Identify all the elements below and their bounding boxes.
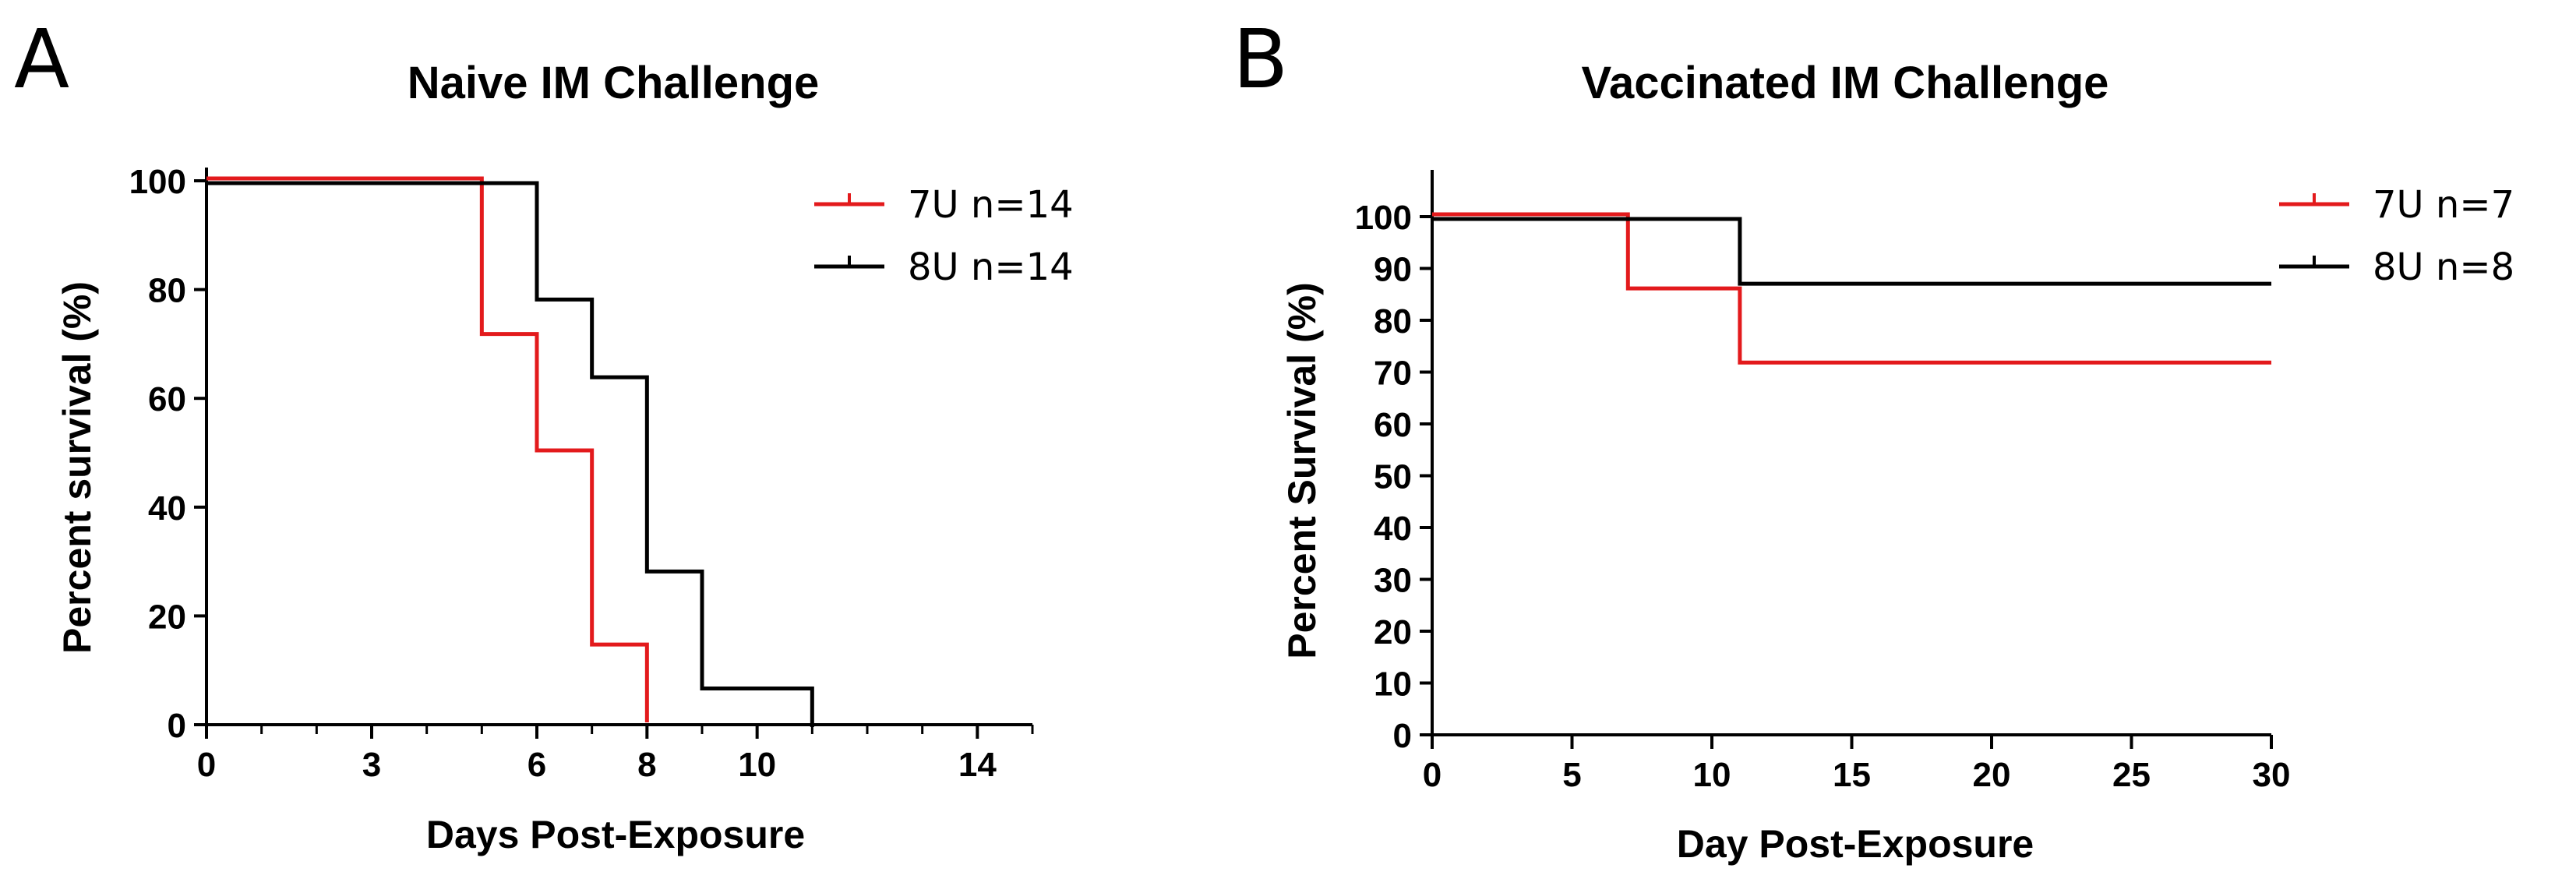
x-axis-label-b: Day Post-Exposure: [1677, 822, 2034, 866]
y-tick-label: 20: [148, 598, 186, 636]
x-tick-label: 5: [1562, 756, 1581, 794]
chart-title-b: Vaccinated IM Challenge: [1582, 58, 2109, 108]
y-tick-label: 50: [1374, 458, 1412, 496]
x-tick-label: 0: [1423, 756, 1442, 794]
y-tick-label: 60: [1374, 406, 1412, 444]
x-tick-label: 20: [1973, 756, 2011, 794]
x-tick-label: 0: [197, 746, 216, 784]
chart-title-a: Naive IM Challenge: [408, 58, 820, 108]
y-tick-label: 80: [1374, 302, 1412, 341]
panel-a: A Naive IM Challenge Percent survival (%…: [14, 12, 1074, 856]
series-line-2: [206, 181, 814, 727]
y-tick-label: 40: [1374, 510, 1412, 548]
y-tick-label: 40: [148, 489, 186, 528]
y-tick-label: 60: [148, 380, 186, 418]
y-tick-label: 10: [1374, 665, 1412, 704]
y-tick-label: 0: [168, 707, 186, 745]
panel-letter-b: B: [1233, 12, 1288, 107]
x-tick-label: 3: [362, 746, 381, 784]
y-tick-label: 30: [1374, 562, 1412, 600]
x-tick-label: 10: [738, 746, 776, 784]
y-axis-label-b: Percent Survival (%): [1280, 282, 1324, 659]
series-line-2: [1432, 217, 2271, 286]
plot-area-a: 0 20 40 60 80 100 0 3 6 8 10 14 7U n=14 8U n=14: [129, 163, 1074, 784]
legend-label: 8U n=14: [908, 245, 1074, 289]
panel-letter-a: A: [14, 12, 69, 107]
x-tick-label: 10: [1693, 756, 1731, 794]
x-tick-label: 14: [958, 746, 997, 784]
y-tick-label: 20: [1374, 613, 1412, 651]
legend-label: 8U n=8: [2373, 245, 2514, 289]
x-axis-label-a: Days Post-Exposure: [426, 813, 805, 856]
plot-area-b: 0 10 20 30 40 50 60 70 80 90 100 0 5 10 15 20 25 30 7U n=7…: [1355, 170, 2514, 794]
y-tick-label: 100: [1355, 199, 1412, 237]
panel-b: B Vaccinated IM Challenge Percent Surviv…: [1233, 12, 2514, 866]
x-tick-label: 25: [2112, 756, 2151, 794]
y-axis-label-a: Percent survival (%): [55, 281, 99, 654]
y-tick-label: 0: [1393, 717, 1412, 755]
y-tick-label: 100: [129, 163, 186, 201]
legend-label: 7U n=7: [2373, 183, 2514, 227]
y-tick-label: 90: [1374, 251, 1412, 289]
x-tick-label: 15: [1833, 756, 1871, 794]
x-tick-label: 8: [637, 746, 656, 784]
series-line-1: [1432, 212, 2271, 365]
y-tick-label: 70: [1374, 355, 1412, 393]
x-tick-label: 6: [528, 746, 546, 784]
y-tick-label: 80: [148, 272, 186, 310]
x-tick-label: 30: [2253, 756, 2291, 794]
legend-label: 7U n=14: [908, 183, 1074, 227]
series-line-1: [206, 176, 649, 722]
